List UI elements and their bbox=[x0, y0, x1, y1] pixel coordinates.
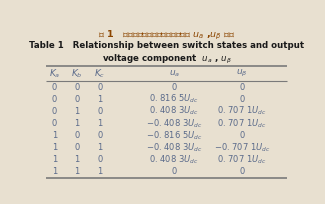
Text: 1: 1 bbox=[74, 155, 80, 164]
Text: 1: 1 bbox=[74, 167, 80, 176]
Text: 表 1   开关状态与逆变器输出电压分量 $u_a$ ,$u_\beta$ 关系: 表 1 开关状态与逆变器输出电压分量 $u_a$ ,$u_\beta$ 关系 bbox=[98, 28, 235, 41]
Text: 0: 0 bbox=[74, 83, 80, 92]
Text: 0: 0 bbox=[52, 119, 57, 128]
Text: 0: 0 bbox=[240, 131, 245, 140]
Text: $-$0. 816 5$U_{dc}$: $-$0. 816 5$U_{dc}$ bbox=[146, 129, 202, 142]
Text: 1: 1 bbox=[52, 131, 57, 140]
Text: 0: 0 bbox=[172, 83, 177, 92]
Text: voltage component  $u_a$ , $u_\beta$: voltage component $u_a$ , $u_\beta$ bbox=[102, 53, 231, 66]
Text: 0: 0 bbox=[52, 95, 57, 104]
Text: 0: 0 bbox=[240, 167, 245, 176]
Text: 0: 0 bbox=[74, 143, 80, 152]
Text: 0: 0 bbox=[74, 95, 80, 104]
Text: $K_c$: $K_c$ bbox=[94, 67, 106, 80]
Text: 1: 1 bbox=[97, 143, 102, 152]
Text: Table 1   Relationship between switch states and output: Table 1 Relationship between switch stat… bbox=[29, 41, 304, 50]
Text: $u_a$: $u_a$ bbox=[169, 68, 180, 79]
Text: 0. 707 1$U_{dc}$: 0. 707 1$U_{dc}$ bbox=[217, 117, 267, 130]
Text: $-$0. 408 3$U_{dc}$: $-$0. 408 3$U_{dc}$ bbox=[146, 117, 202, 130]
Text: 0. 707 1$U_{dc}$: 0. 707 1$U_{dc}$ bbox=[217, 153, 267, 166]
Text: 0: 0 bbox=[172, 167, 177, 176]
Text: 0: 0 bbox=[52, 107, 57, 116]
Text: 0: 0 bbox=[97, 83, 102, 92]
Text: 0: 0 bbox=[74, 131, 80, 140]
Text: 1: 1 bbox=[97, 167, 102, 176]
Text: 1: 1 bbox=[52, 155, 57, 164]
Text: 1: 1 bbox=[52, 167, 57, 176]
Text: $-$0. 707 1$U_{dc}$: $-$0. 707 1$U_{dc}$ bbox=[214, 141, 270, 154]
Text: 1: 1 bbox=[74, 107, 80, 116]
Text: 1: 1 bbox=[97, 119, 102, 128]
Text: 0: 0 bbox=[97, 131, 102, 140]
Text: 0: 0 bbox=[240, 95, 245, 104]
Text: 1: 1 bbox=[52, 143, 57, 152]
Text: 0. 707 1$U_{dc}$: 0. 707 1$U_{dc}$ bbox=[217, 105, 267, 118]
Text: $u_\beta$: $u_\beta$ bbox=[236, 68, 248, 79]
Text: 0: 0 bbox=[240, 83, 245, 92]
Text: $-$0. 408 3$U_{dc}$: $-$0. 408 3$U_{dc}$ bbox=[146, 141, 202, 154]
Text: $K_a$: $K_a$ bbox=[49, 67, 60, 80]
Text: 0. 816 5$U_{dc}$: 0. 816 5$U_{dc}$ bbox=[149, 93, 199, 105]
Text: 0: 0 bbox=[97, 155, 102, 164]
Text: 1: 1 bbox=[74, 119, 80, 128]
Text: 1: 1 bbox=[97, 95, 102, 104]
Text: $K_b$: $K_b$ bbox=[71, 67, 83, 80]
Text: 0: 0 bbox=[97, 107, 102, 116]
Text: 0. 408 3$U_{dc}$: 0. 408 3$U_{dc}$ bbox=[149, 105, 199, 118]
Text: 0. 408 3$U_{dc}$: 0. 408 3$U_{dc}$ bbox=[149, 153, 199, 166]
Text: 0: 0 bbox=[52, 83, 57, 92]
